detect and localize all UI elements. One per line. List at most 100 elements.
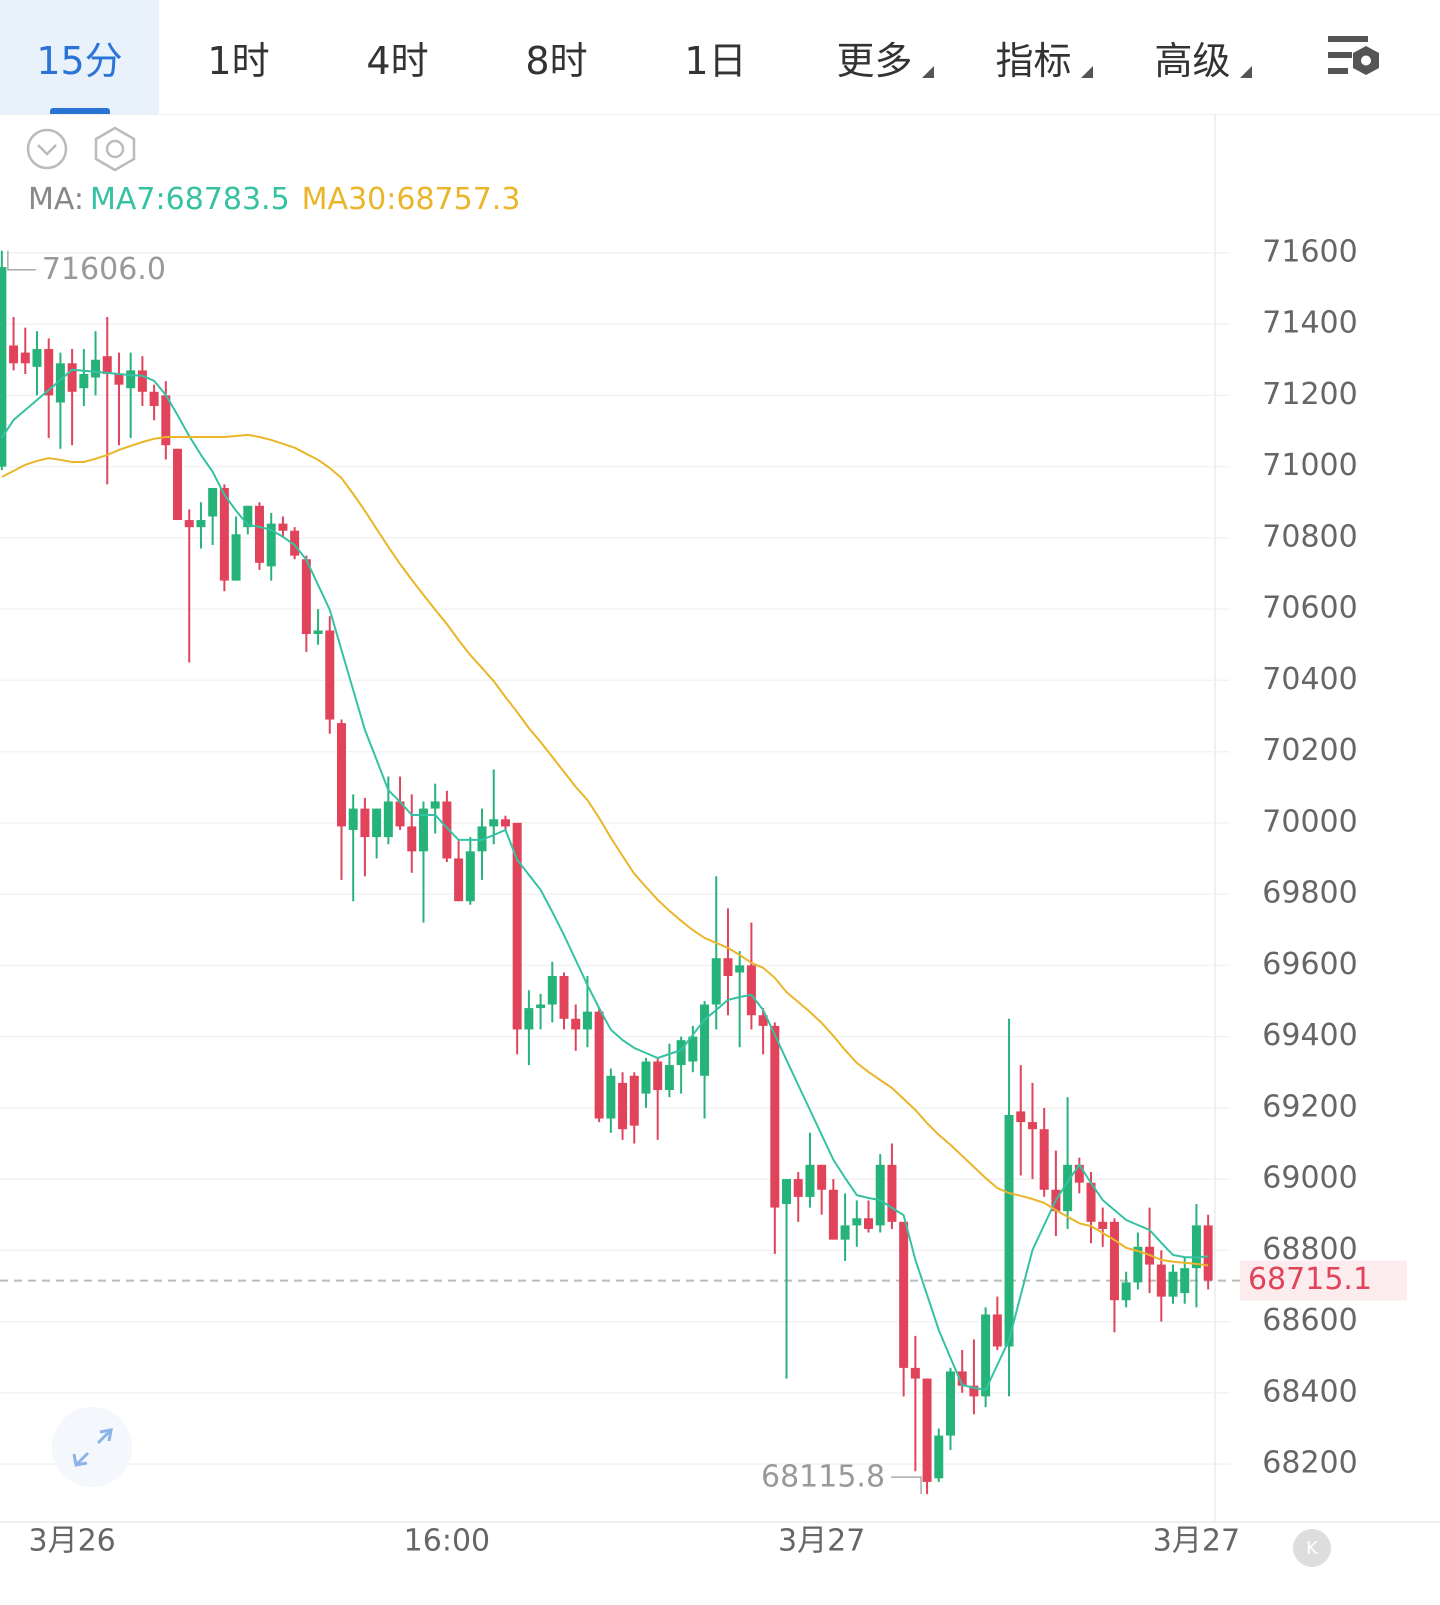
tab-dropdown[interactable]: 高级 bbox=[1113, 0, 1272, 114]
settings-glyph bbox=[1327, 36, 1379, 75]
candle-body bbox=[782, 1179, 792, 1205]
candle-body bbox=[594, 1011, 604, 1119]
candle-body bbox=[1121, 1282, 1131, 1301]
candle-body bbox=[536, 1004, 546, 1009]
candle-body bbox=[500, 819, 510, 827]
candle-body bbox=[137, 370, 147, 392]
candle-body bbox=[243, 505, 253, 528]
candle-body bbox=[1039, 1129, 1049, 1190]
candle-body bbox=[407, 826, 417, 852]
ma-line bbox=[1, 368, 1209, 1392]
scroll-latest-button[interactable]: K bbox=[1293, 1529, 1331, 1567]
candle-body bbox=[676, 1040, 686, 1066]
candle-body bbox=[1027, 1122, 1037, 1130]
candle-body bbox=[55, 363, 65, 403]
candle-body bbox=[700, 1004, 710, 1076]
candle-body bbox=[688, 1036, 698, 1062]
tab-dropdown[interactable]: 更多 bbox=[795, 0, 954, 114]
candle-body bbox=[173, 448, 183, 521]
candle-body bbox=[653, 1061, 663, 1091]
collapse-icon[interactable] bbox=[26, 128, 68, 170]
candle-body bbox=[1086, 1182, 1096, 1222]
candle-body bbox=[770, 1025, 780, 1208]
candle-body bbox=[67, 363, 77, 392]
candle-body bbox=[957, 1371, 967, 1386]
candle-body bbox=[735, 965, 745, 973]
candle-body bbox=[992, 1314, 1002, 1347]
min-label: 68115.8 bbox=[761, 1460, 885, 1495]
candle-body bbox=[301, 559, 311, 635]
candle-body bbox=[524, 1008, 534, 1030]
candle-body bbox=[1168, 1271, 1178, 1297]
y-tick-label: 68600 bbox=[1262, 1303, 1357, 1338]
y-tick-label: 70600 bbox=[1262, 591, 1357, 626]
candle-body bbox=[981, 1314, 991, 1397]
min-leader bbox=[891, 1476, 922, 1495]
candle-body bbox=[114, 373, 124, 385]
candle-body bbox=[805, 1164, 815, 1197]
candle-body bbox=[430, 801, 440, 809]
ma-legend: MA: MA7:68783.5 MA30:68757.3 bbox=[28, 182, 520, 217]
y-tick-label: 69000 bbox=[1262, 1161, 1357, 1196]
candle-body bbox=[126, 370, 136, 389]
candles bbox=[0, 250, 1213, 1495]
candle-body bbox=[711, 958, 721, 1005]
tab[interactable]: 4时 bbox=[366, 38, 429, 83]
candle-body bbox=[161, 395, 171, 446]
y-tick-label: 71400 bbox=[1262, 306, 1357, 341]
candle-body bbox=[969, 1385, 979, 1397]
candle-body bbox=[629, 1075, 639, 1126]
tab-text: 指标 bbox=[995, 38, 1072, 83]
candle-body bbox=[336, 723, 346, 827]
y-tick-label: 70000 bbox=[1262, 804, 1357, 839]
interval-tabs: 15分 1时 4时 8时 1日 更多 指标 高级 bbox=[0, 0, 1440, 115]
candle-body bbox=[1156, 1264, 1166, 1297]
candle-body bbox=[852, 1218, 862, 1226]
y-tick-label: 71600 bbox=[1262, 234, 1357, 269]
tab[interactable]: 1时 bbox=[207, 38, 270, 83]
tab[interactable]: 15分 bbox=[0, 0, 159, 114]
chart-settings[interactable] bbox=[1272, 0, 1439, 114]
candle-body bbox=[512, 822, 522, 1030]
candle-body bbox=[395, 801, 405, 827]
candle-body bbox=[290, 530, 300, 556]
candle-body bbox=[840, 1225, 850, 1240]
candle-body bbox=[0, 267, 7, 467]
candle-body bbox=[1203, 1225, 1213, 1281]
candle-body bbox=[255, 505, 265, 563]
candle-body bbox=[418, 808, 428, 852]
candle-body bbox=[442, 801, 452, 859]
y-tick-label: 68400 bbox=[1262, 1374, 1357, 1409]
y-tick-label: 70800 bbox=[1262, 519, 1357, 554]
plot bbox=[0, 250, 1407, 1495]
candle-body bbox=[571, 1018, 581, 1030]
svg-text:K: K bbox=[1306, 1538, 1319, 1559]
tab-text: 高级 bbox=[1154, 38, 1231, 83]
candle-body bbox=[489, 819, 499, 827]
candle-body bbox=[1133, 1246, 1143, 1283]
candle-body bbox=[606, 1075, 616, 1119]
last-price-label: 68715.1 bbox=[1248, 1262, 1372, 1297]
candle-body bbox=[44, 349, 54, 396]
candle-body bbox=[899, 1221, 909, 1368]
candle-body bbox=[1074, 1164, 1084, 1183]
tab[interactable]: 8时 bbox=[525, 38, 588, 83]
legend-ma30: MA30:68757.3 bbox=[302, 182, 521, 217]
candle-body bbox=[582, 1011, 592, 1030]
x-tick-label: 16:00 bbox=[404, 1524, 490, 1559]
last-price-box bbox=[1240, 1260, 1407, 1301]
y-tick-label: 70400 bbox=[1262, 662, 1357, 697]
candle-body bbox=[887, 1164, 897, 1222]
candle-body bbox=[641, 1061, 651, 1094]
candle-body bbox=[325, 630, 335, 720]
candle-body bbox=[793, 1179, 803, 1197]
expand-button[interactable] bbox=[52, 1407, 132, 1487]
candle-body bbox=[184, 520, 194, 528]
tab-dropdown[interactable]: 指标 bbox=[954, 0, 1113, 114]
tab[interactable]: 1日 bbox=[684, 38, 747, 83]
candle-body bbox=[383, 801, 393, 838]
settings-icon[interactable] bbox=[94, 126, 136, 172]
y-tick-label: 68800 bbox=[1262, 1232, 1357, 1267]
candle-body bbox=[219, 487, 229, 581]
